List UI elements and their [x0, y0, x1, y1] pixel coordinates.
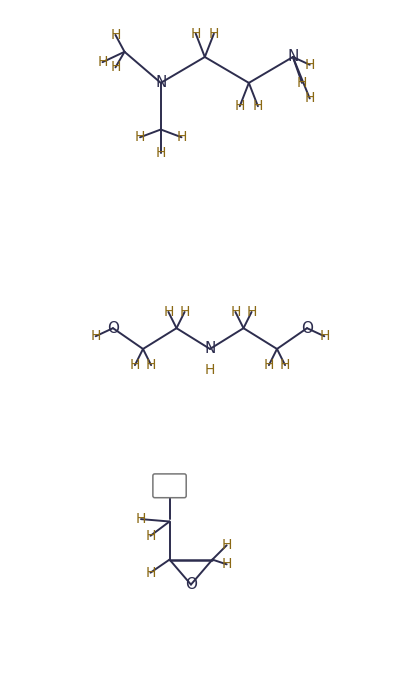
- Text: H: H: [209, 27, 219, 41]
- Text: H: H: [264, 358, 274, 372]
- Text: H: H: [110, 60, 121, 74]
- Text: H: H: [304, 92, 315, 106]
- Text: H: H: [155, 146, 166, 160]
- Text: N: N: [287, 50, 299, 64]
- Text: H: H: [130, 358, 140, 372]
- Text: H: H: [163, 305, 173, 319]
- Text: O: O: [185, 577, 197, 592]
- Text: H: H: [110, 28, 121, 42]
- Text: H: H: [230, 305, 241, 319]
- Text: H: H: [136, 512, 146, 526]
- Text: H: H: [145, 566, 156, 580]
- Text: H: H: [176, 130, 187, 144]
- Text: H: H: [235, 99, 245, 113]
- Text: H: H: [97, 55, 108, 69]
- Text: N: N: [204, 342, 216, 356]
- Text: O: O: [301, 321, 313, 336]
- Text: H: H: [145, 528, 156, 542]
- Text: H: H: [179, 305, 190, 319]
- Text: H: H: [146, 358, 156, 372]
- Text: H: H: [221, 557, 232, 571]
- Text: H: H: [297, 76, 307, 90]
- Text: H: H: [304, 58, 315, 72]
- FancyBboxPatch shape: [153, 474, 186, 498]
- Text: H: H: [135, 130, 145, 144]
- Text: H: H: [221, 538, 232, 552]
- Text: H: H: [191, 27, 201, 41]
- Text: Abs: Abs: [158, 480, 181, 492]
- Text: H: H: [205, 363, 215, 377]
- Text: H: H: [280, 358, 290, 372]
- Text: N: N: [155, 76, 166, 90]
- Text: O: O: [107, 321, 119, 336]
- Text: H: H: [90, 329, 101, 343]
- Text: H: H: [319, 329, 330, 343]
- Text: H: H: [253, 99, 263, 113]
- Text: H: H: [247, 305, 257, 319]
